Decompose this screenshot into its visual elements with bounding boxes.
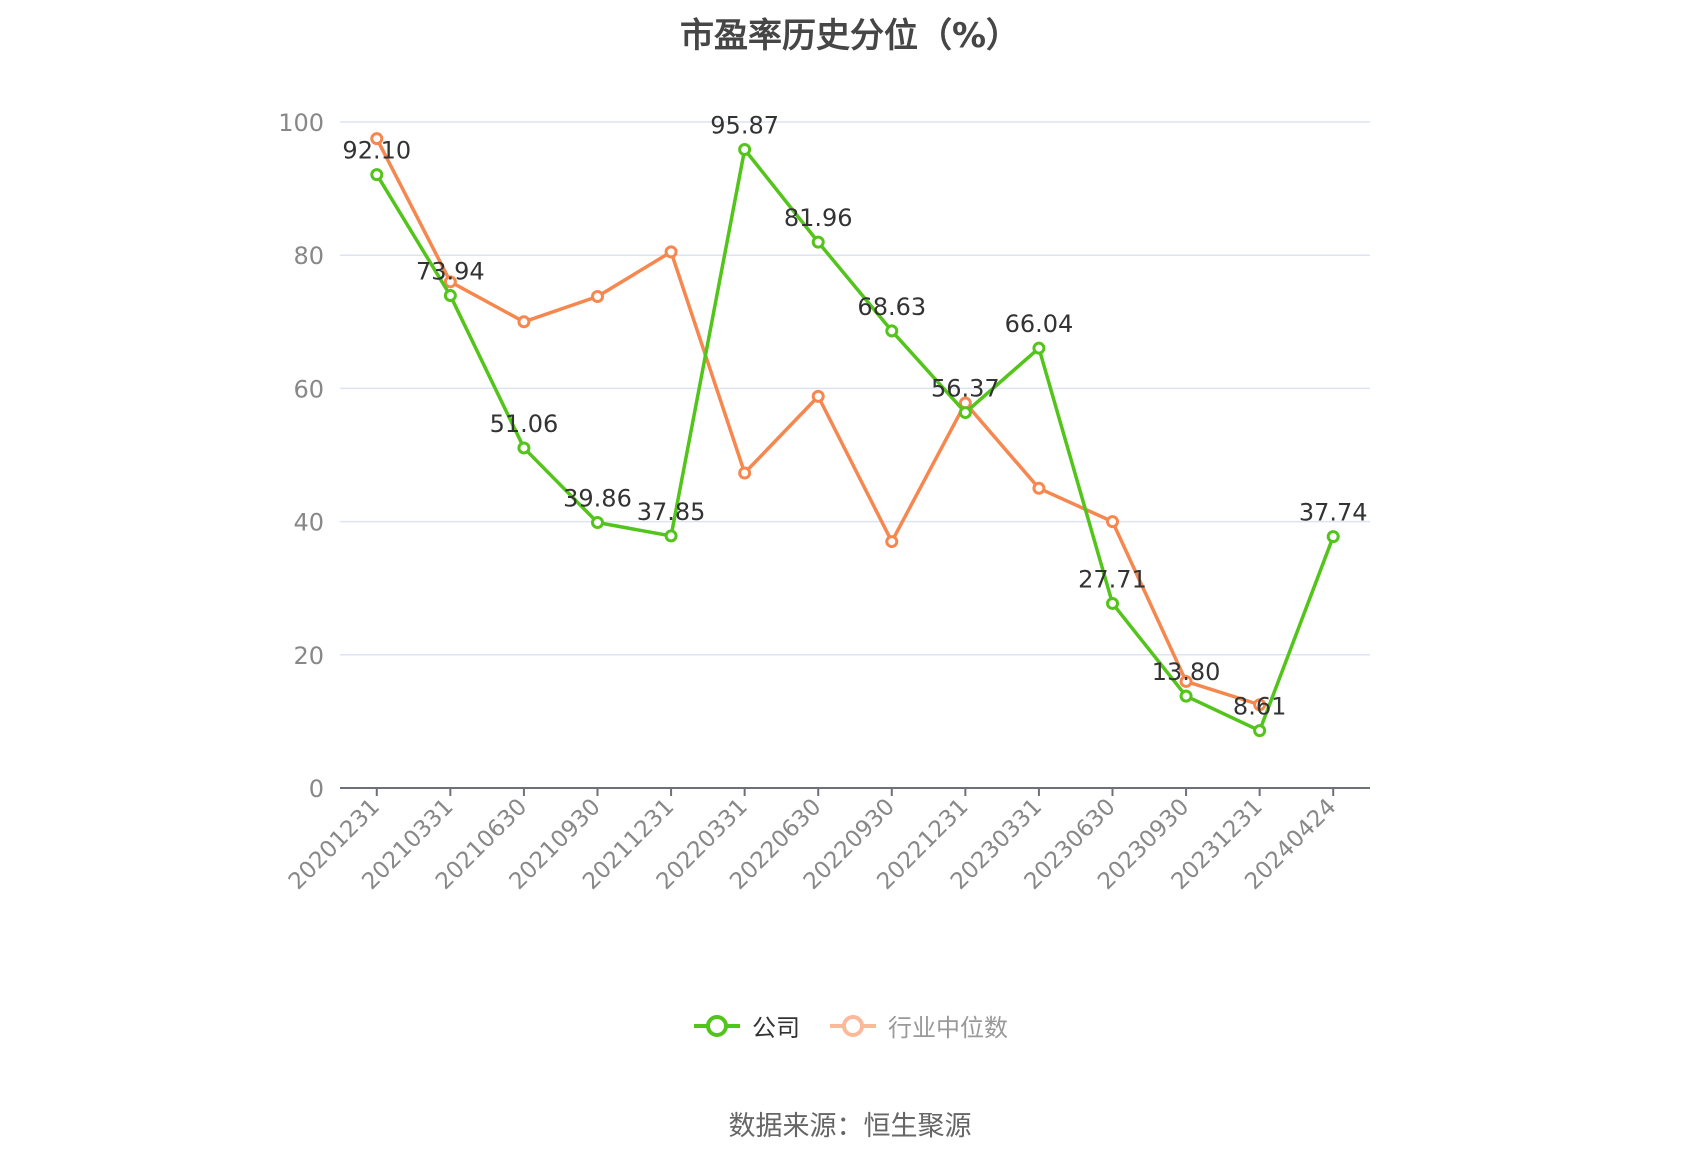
data-point-company-20210930	[591, 516, 604, 530]
data-label-20220930: 68.63	[857, 293, 926, 321]
legend-label-industry: 行业中位数	[888, 1014, 1008, 1042]
legend-item-company[interactable]: 公司	[692, 1008, 800, 1043]
data-label-20211231: 37.85	[637, 498, 706, 526]
data-point-industry-20210630	[517, 315, 531, 329]
legend-company-marker	[694, 1014, 740, 1037]
data-point-industry-20231231	[1253, 698, 1267, 712]
grid-lines	[340, 121, 1370, 656]
axes: 0204060801002020123120210331202106302021…	[278, 109, 1370, 895]
data-label-20210930: 39.86	[563, 485, 632, 513]
data-point-company-20230331	[1032, 341, 1046, 355]
y-tick-label-60: 60	[293, 375, 324, 403]
data-label-20230630: 27.71	[1078, 565, 1147, 593]
y-tick-label-0: 0	[309, 775, 324, 803]
series-line-company	[375, 147, 1335, 733]
data-point-company-20210331	[443, 289, 457, 303]
data-point-industry-20230930	[1179, 674, 1193, 688]
data-label-20220630: 81.96	[784, 204, 853, 232]
data-point-company-20210630	[517, 441, 531, 455]
data-point-industry-20210930	[591, 289, 604, 303]
data-label-20230930: 13.80	[1152, 658, 1221, 686]
data-point-industry-20230630	[1106, 515, 1119, 529]
data-label-20210630: 51.06	[490, 410, 559, 438]
data-labels: 92.10 73.94 51.06 39.86 37.85 95.87 81.96 68.63…	[342, 112, 1367, 721]
y-tick-label-20: 20	[293, 642, 324, 670]
data-label-20201231: 92.10	[342, 137, 411, 165]
legend: 公司 行业中位数	[0, 1008, 1700, 1043]
data-point-company-20221231	[958, 406, 972, 420]
data-label-20231231: 8.61	[1233, 693, 1286, 721]
data-point-company-20201231	[370, 168, 384, 182]
legend-industry-marker	[830, 1014, 876, 1037]
data-point-company-20230630	[1106, 596, 1119, 610]
y-tick-label-80: 80	[293, 242, 324, 270]
data-point-industry-20220930	[885, 535, 899, 549]
data-label-20210331: 73.94	[416, 258, 485, 286]
data-point-company-20220930	[885, 324, 899, 338]
series	[370, 132, 1340, 738]
data-label-20221231: 56.37	[931, 375, 1000, 403]
data-point-industry-20220630	[811, 389, 825, 403]
data-point-industry-20201231	[370, 132, 384, 146]
y-tick-label-40: 40	[293, 509, 324, 537]
legend-label-company: 公司	[752, 1014, 800, 1042]
data-point-industry-20211231	[664, 245, 678, 259]
data-point-company-20211231	[664, 529, 678, 543]
data-point-industry-20220331	[738, 466, 752, 480]
legend-item-industry[interactable]: 行业中位数	[828, 1008, 1008, 1043]
data-point-industry-20210331	[443, 275, 457, 289]
data-point-industry-20230331	[1032, 481, 1046, 495]
chart-title: 市盈率历史分位（%）	[679, 16, 1021, 56]
data-point-company-20230930	[1179, 689, 1193, 703]
data-label-20220331: 95.87	[710, 112, 779, 140]
data-point-company-20220630	[811, 235, 825, 249]
data-label-20230331: 66.04	[1005, 310, 1074, 338]
data-point-company-20231231	[1253, 724, 1267, 738]
data-point-company-20240424	[1326, 530, 1340, 544]
data-point-company-20220331	[738, 143, 752, 157]
source-note: 数据来源：恒生聚源	[728, 1111, 972, 1142]
y-tick-label-100: 100	[278, 109, 324, 137]
data-label-20240424: 37.74	[1299, 499, 1368, 527]
